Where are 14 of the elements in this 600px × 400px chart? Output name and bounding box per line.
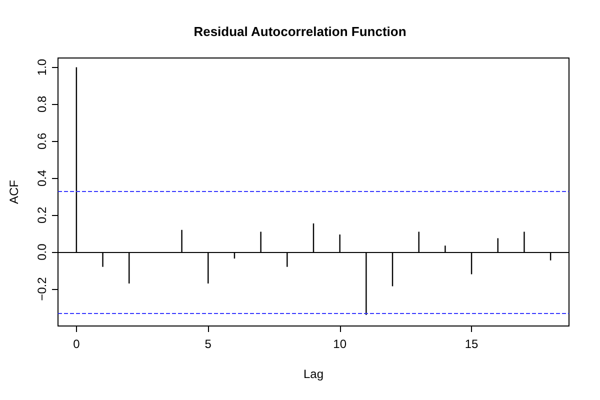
y-tick-label: 0.4: [35, 169, 49, 186]
y-tick-label: 0.8: [35, 96, 49, 113]
x-axis-title: Lag: [303, 367, 324, 381]
x-tick-label: 5: [204, 337, 212, 351]
x-tick-label: 15: [464, 337, 479, 351]
y-axis-title: ACF: [7, 180, 21, 204]
y-tick-label: 0.2: [35, 206, 49, 224]
x-tick-label: 0: [73, 337, 80, 351]
y-tick-label: 1.0: [35, 58, 49, 76]
y-tick-label: −0.2: [35, 276, 49, 301]
y-tick-label: 0.6: [35, 132, 49, 150]
x-tick-label: 10: [333, 337, 347, 351]
chart-title: Residual Autocorrelation Function: [194, 24, 406, 39]
y-tick-label: 0.0: [35, 243, 49, 260]
